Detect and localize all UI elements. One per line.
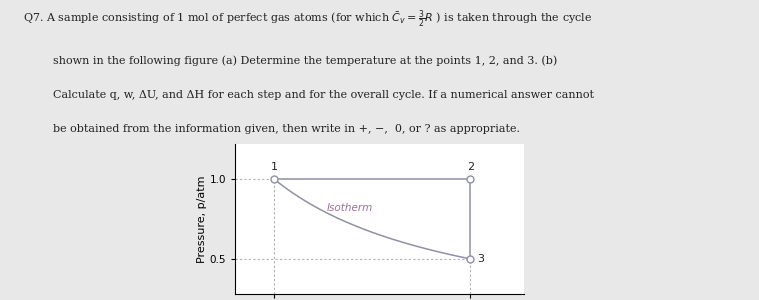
Text: shown in the following figure (a) Determine the temperature at the points 1, 2, : shown in the following figure (a) Determ… (53, 56, 557, 66)
Text: 1: 1 (271, 162, 278, 172)
Text: be obtained from the information given, then write in +, −,  0, or ? as appropri: be obtained from the information given, … (53, 124, 520, 134)
Text: Calculate q, w, ΔU, and ΔH for each step and for the overall cycle. If a numeric: Calculate q, w, ΔU, and ΔH for each step… (53, 90, 594, 100)
Text: Q7. A sample consisting of 1 mol of perfect gas atoms (for which $\bar{C}_v = \f: Q7. A sample consisting of 1 mol of perf… (23, 9, 592, 31)
Text: Isotherm: Isotherm (327, 203, 373, 213)
Y-axis label: Pressure, p/atm: Pressure, p/atm (197, 175, 207, 263)
Text: 3: 3 (477, 254, 484, 264)
Text: 2: 2 (467, 162, 474, 172)
